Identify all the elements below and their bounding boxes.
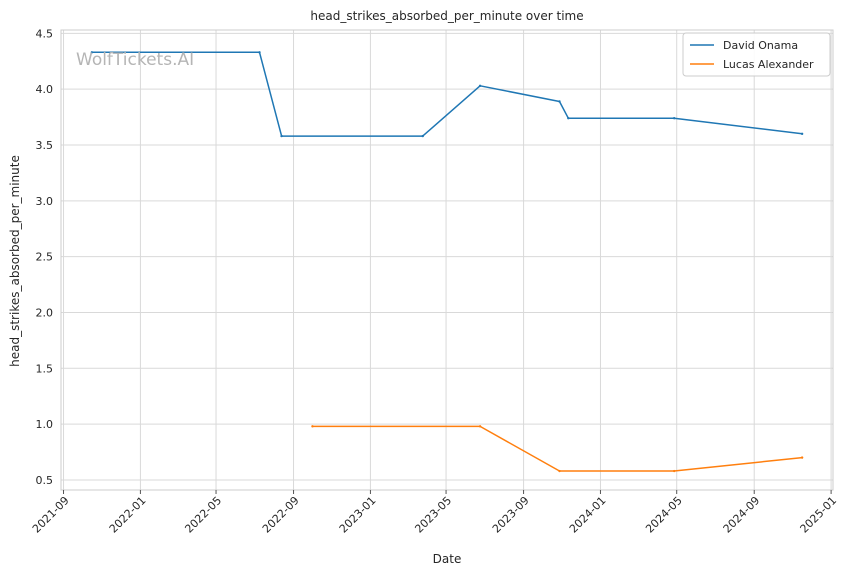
- y-tick-label: 3.5: [36, 139, 54, 152]
- x-axis-title: Date: [433, 552, 462, 566]
- x-tick-label: 2022-09: [260, 494, 302, 536]
- series-line-lucas-alexander: [312, 425, 803, 472]
- legend-label-lucas-alexander: Lucas Alexander: [723, 58, 814, 71]
- plot-frame: [60, 29, 834, 491]
- y-tick-labels: 0.5 1.0 1.5 2.0 2.5 3.0 3.5 4.0 4.5: [36, 27, 54, 487]
- legend: David Onama Lucas Alexander: [682, 32, 831, 77]
- y-tick-label: 2.0: [36, 306, 54, 319]
- data-point-david-onama: [672, 117, 676, 120]
- y-tick-label: 1.5: [36, 362, 54, 375]
- watermark-text: WolfTickets.AI: [76, 50, 194, 70]
- data-point-david-onama: [558, 100, 561, 103]
- x-tick-label: 2023-01: [337, 494, 379, 536]
- x-tick-label: 2024-05: [643, 494, 685, 536]
- x-tick-label: 2021-09: [30, 494, 72, 536]
- legend-label-david-onama: David Onama: [723, 39, 798, 52]
- x-tick-label: 2024-09: [721, 494, 763, 536]
- data-point-lucas-alexander: [672, 469, 676, 473]
- data-point-david-onama: [258, 51, 261, 54]
- y-tick-label: 2.5: [36, 251, 54, 264]
- data-point-david-onama: [478, 84, 482, 88]
- series-layer: [90, 51, 804, 473]
- chart-title: head_strikes_absorbed_per_minute over ti…: [310, 9, 583, 23]
- y-tick-label: 4.5: [36, 27, 54, 40]
- y-tick-label: 1.0: [36, 418, 54, 431]
- y-tick-label: 0.5: [36, 474, 54, 487]
- data-point-david-onama: [800, 132, 804, 136]
- data-point-david-onama: [90, 51, 94, 54]
- x-tick-label: 2022-05: [182, 494, 224, 536]
- data-point-david-onama: [280, 134, 283, 138]
- x-tick-label: 2023-09: [490, 494, 532, 536]
- x-tick-label: 2023-05: [412, 494, 454, 536]
- y-tick-label: 4.0: [36, 83, 54, 96]
- data-point-david-onama: [421, 134, 424, 138]
- legend-box: [682, 32, 831, 77]
- data-point-lucas-alexander: [478, 425, 482, 428]
- data-point-david-onama: [567, 117, 570, 120]
- x-tick-label: 2025-01: [798, 494, 840, 536]
- data-point-lucas-alexander: [558, 469, 561, 473]
- x-tick-label: 2024-01: [567, 494, 609, 536]
- y-tick-label: 3.0: [36, 195, 54, 208]
- data-point-lucas-alexander: [311, 425, 314, 428]
- data-point-lucas-alexander: [800, 456, 804, 459]
- grid-layer: [61, 30, 833, 490]
- x-tick-labels: 2021-09 2022-01 2022-05 2022-09 2023-01 2023-…: [30, 490, 839, 536]
- y-axis-title: head_strikes_absorbed_per_minute: [8, 155, 22, 367]
- x-tick-label: 2022-01: [107, 494, 149, 536]
